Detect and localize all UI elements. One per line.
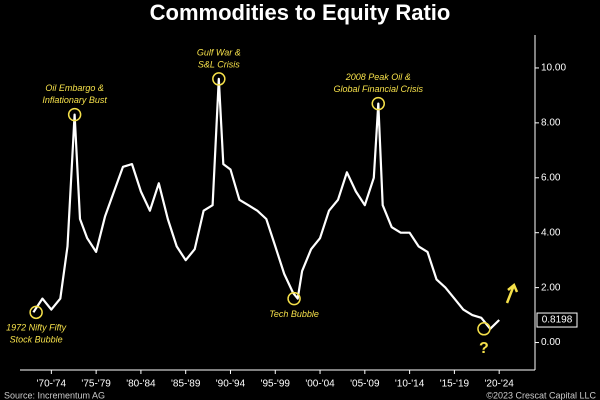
x-tick-label: '80-'84 xyxy=(126,379,156,390)
x-tick-label: '20-'24 xyxy=(484,379,514,390)
annotation-marker xyxy=(477,322,491,336)
x-tick-label: '90-'94 xyxy=(216,379,246,390)
annotation-text: 2008 Peak Oil & xyxy=(345,72,411,82)
last-value-label: 0.8198 xyxy=(542,315,573,326)
footer-source: Source: Incrementum AG xyxy=(4,390,105,400)
annotation-text: S&L Crisis xyxy=(198,59,240,69)
y-tick-label: 2.00 xyxy=(541,282,561,293)
annotation-text: Global Financial Crisis xyxy=(333,84,423,94)
annotation-text: ? xyxy=(479,340,489,357)
annotation-marker xyxy=(371,96,386,111)
annotation-marker xyxy=(287,291,301,306)
y-tick-label: 6.00 xyxy=(541,172,561,183)
x-tick-label: '75-'79 xyxy=(81,379,111,390)
annotation-text: Tech Bubble xyxy=(269,309,319,319)
annotation-text: Stock Bubble xyxy=(10,335,63,345)
line-series xyxy=(32,77,500,330)
arrow xyxy=(505,282,519,304)
x-tick-label: '85-'89 xyxy=(171,379,201,390)
annotation-text: Gulf War & xyxy=(197,47,241,57)
x-tick-label: '70-'74 xyxy=(37,379,67,390)
x-tick-label: '05-'09 xyxy=(350,379,380,390)
x-tick-label: '15-'19 xyxy=(440,379,470,390)
annotation-marker xyxy=(67,107,82,122)
annotation-text: Oil Embargo & xyxy=(45,83,104,93)
y-tick-label: 8.00 xyxy=(541,118,561,129)
last-value-box xyxy=(536,312,578,328)
annotation-text: 1972 Nifty Fifty xyxy=(6,323,67,333)
annotation-marker xyxy=(212,72,226,86)
x-tick-label: '10-'14 xyxy=(395,379,425,390)
annotation-text: Inflationary Bust xyxy=(42,95,107,105)
x-tick-label: '95-'99 xyxy=(261,379,291,390)
chart-title: Commodities to Equity Ratio xyxy=(150,0,451,25)
y-tick-label: 10.00 xyxy=(541,63,566,74)
y-tick-label: 0.00 xyxy=(541,337,561,348)
y-tick-label: 4.00 xyxy=(541,227,561,238)
x-tick-label: '00-'04 xyxy=(305,379,335,390)
footer-copyright: ©2023 Crescat Capital LLC xyxy=(486,390,596,400)
annotation-marker xyxy=(29,305,43,320)
